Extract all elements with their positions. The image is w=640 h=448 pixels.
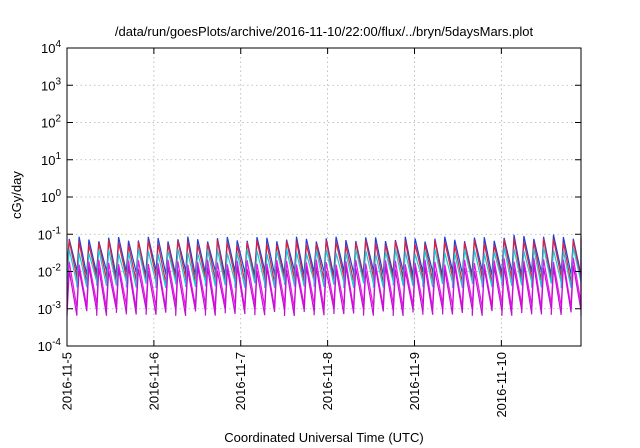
- series-line: [66, 246, 582, 289]
- x-tick-label: 2016-11-8: [320, 352, 335, 410]
- series-group: [66, 234, 582, 317]
- y-tick-label: 10-1: [38, 225, 62, 242]
- axes: 10-4 10-3 10-2 10-1 100 101 102 103 104 2016-11-5…: [38, 39, 581, 418]
- y-tick-label: 103: [41, 76, 61, 93]
- y-tick-label: 100: [41, 188, 61, 205]
- x-tick-label: 2016-11-10: [494, 352, 509, 418]
- y-tick-label: 102: [41, 114, 61, 131]
- x-tick-label: 2016-11-5: [60, 352, 75, 410]
- x-axis-title: Coordinated Universal Time (UTC): [224, 430, 423, 445]
- y-tick-label: 10-2: [38, 263, 62, 280]
- y-axis-title: cGy/day: [9, 171, 24, 219]
- y-tick-label: 104: [41, 39, 61, 56]
- x-tick-label: 2016-11-9: [407, 352, 422, 410]
- y-tick-label: 101: [41, 151, 61, 168]
- grid: [67, 48, 581, 346]
- x-tick-label: 2016-11-6: [146, 352, 161, 410]
- chart-title: /data/run/goesPlots/archive/2016-11-10/2…: [115, 24, 534, 39]
- y-tick-label: 10-4: [38, 337, 62, 354]
- y-tick-label: 10-3: [38, 300, 62, 317]
- x-tick-label: 2016-11-7: [233, 352, 248, 410]
- series-line: [66, 264, 582, 317]
